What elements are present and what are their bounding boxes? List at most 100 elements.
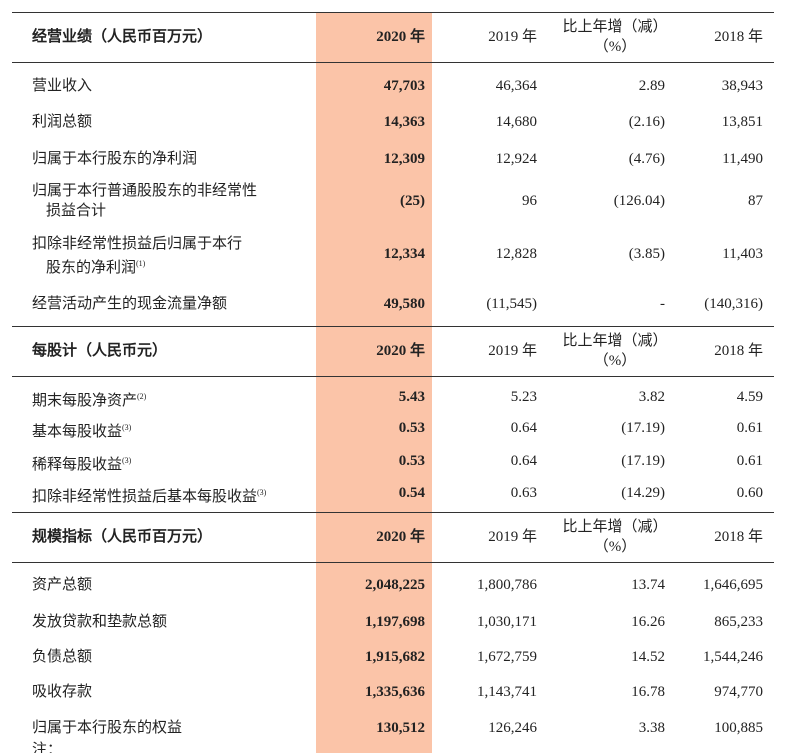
- cell-value: 1,544,246: [703, 649, 763, 665]
- row-label: 发放贷款和垫款总额: [32, 614, 168, 630]
- column-header: 2018 年: [714, 29, 763, 45]
- cell-value: 2.89: [638, 78, 665, 94]
- cell-value: 3.38: [638, 720, 665, 736]
- cell-value: (140,316): [704, 296, 763, 312]
- cell-value: 2,048,225: [365, 577, 425, 593]
- cell-value: 1,915,682: [365, 649, 425, 665]
- cell-value: 3.82: [638, 389, 665, 405]
- cell-value: 12,924: [495, 151, 537, 167]
- cell-value: 13.74: [631, 577, 665, 593]
- row-label: 归属于本行股东的权益: [32, 720, 183, 736]
- cell-value: 16.78: [631, 684, 665, 700]
- cell-value: 5.43: [398, 389, 425, 405]
- cell-value: 0.53: [398, 453, 425, 469]
- cell-value: 46,364: [495, 78, 537, 94]
- row-label: 吸收存款: [32, 684, 93, 700]
- cell-value: 1,335,636: [365, 684, 425, 700]
- column-header: 比上年增（减）: [562, 19, 668, 35]
- rule: [12, 512, 774, 513]
- rule: [12, 562, 774, 563]
- cell-value: 4.59: [736, 389, 763, 405]
- cell-value: 1,143,741: [477, 684, 537, 700]
- column-header: （%）: [593, 353, 637, 369]
- rule: [12, 326, 774, 327]
- row-label: 期末每股净资产(2): [32, 392, 147, 409]
- column-header: 2019 年: [488, 529, 537, 545]
- cell-value: 49,580: [383, 296, 425, 312]
- section-title: 每股计（人民币元）: [32, 343, 168, 359]
- row-label: 负债总额: [32, 649, 93, 665]
- cell-value: 865,233: [714, 614, 763, 630]
- cell-value: 0.64: [510, 420, 537, 436]
- highlight-column: [316, 12, 432, 753]
- row-label: 股东的净利润(1): [46, 259, 146, 276]
- cell-value: 0.60: [736, 485, 763, 501]
- rule: [12, 376, 774, 377]
- footnote-ref: (1): [136, 259, 146, 268]
- footnote-ref: (2): [137, 392, 147, 401]
- column-header: 比上年增（减）: [562, 519, 668, 535]
- cell-value: 16.26: [631, 614, 665, 630]
- rule: [12, 12, 774, 13]
- footnote: 注：: [32, 742, 63, 753]
- cell-value: 1,672,759: [477, 649, 537, 665]
- cell-value: 14,680: [495, 114, 537, 130]
- cell-value: 5.23: [510, 389, 537, 405]
- column-header: 2018 年: [714, 529, 763, 545]
- cell-value: 13,851: [721, 114, 763, 130]
- cell-value: 14.52: [631, 649, 665, 665]
- column-header: 2020 年: [376, 29, 425, 45]
- cell-value: (17.19): [621, 420, 665, 436]
- cell-value: 100,885: [714, 720, 763, 736]
- section-title: 经营业绩（人民币百万元）: [32, 29, 213, 45]
- cell-value: 11,403: [722, 246, 763, 262]
- cell-value: (4.76): [628, 151, 665, 167]
- cell-value: 11,490: [722, 151, 763, 167]
- cell-value: 12,828: [495, 246, 537, 262]
- cell-value: 1,800,786: [477, 577, 537, 593]
- cell-value: (2.16): [628, 114, 665, 130]
- cell-value: 12,309: [383, 151, 425, 167]
- column-header: 2018 年: [714, 343, 763, 359]
- cell-value: (25): [400, 193, 425, 209]
- cell-value: 14,363: [383, 114, 425, 130]
- column-header: （%）: [593, 39, 637, 55]
- cell-value: 47,703: [383, 78, 425, 94]
- footnote-ref: (3): [122, 423, 132, 432]
- row-label: 基本每股收益(3): [32, 423, 132, 440]
- cell-value: (3.85): [628, 246, 665, 262]
- row-label: 稀释每股收益(3): [32, 456, 132, 473]
- cell-value: 0.63: [510, 485, 537, 501]
- cell-value: 0.54: [398, 485, 425, 501]
- row-label: 资产总额: [32, 577, 93, 593]
- cell-value: 1,030,171: [477, 614, 537, 630]
- cell-value: (126.04): [613, 193, 665, 209]
- row-label: 损益合计: [46, 203, 107, 219]
- column-header: 2019 年: [488, 29, 537, 45]
- column-header: 2020 年: [376, 343, 425, 359]
- footnote-ref: (3): [122, 456, 132, 465]
- cell-value: 12,334: [383, 246, 425, 262]
- cell-value: 1,197,698: [365, 614, 425, 630]
- cell-value: (14.29): [621, 485, 665, 501]
- cell-value: 0.53: [398, 420, 425, 436]
- row-label: 经营活动产生的现金流量净额: [32, 296, 228, 312]
- section-title: 规模指标（人民币百万元）: [32, 529, 213, 545]
- cell-value: 0.61: [736, 453, 763, 469]
- rule: [12, 62, 774, 63]
- row-label: 归属于本行股东的净利润: [32, 151, 198, 167]
- column-header: 比上年增（减）: [562, 333, 668, 349]
- row-label: 营业收入: [32, 78, 93, 94]
- cell-value: 126,246: [488, 720, 537, 736]
- cell-value: 38,943: [721, 78, 763, 94]
- cell-value: 87: [748, 193, 763, 209]
- cell-value: -: [660, 296, 665, 312]
- row-label: 利润总额: [32, 114, 93, 130]
- footnote-ref: (3): [257, 488, 267, 497]
- row-label: 扣除非经常性损益后基本每股收益(3): [32, 488, 267, 505]
- column-header: （%）: [593, 539, 637, 555]
- cell-value: 96: [522, 193, 537, 209]
- cell-value: 974,770: [714, 684, 763, 700]
- cell-value: 1,646,695: [703, 577, 763, 593]
